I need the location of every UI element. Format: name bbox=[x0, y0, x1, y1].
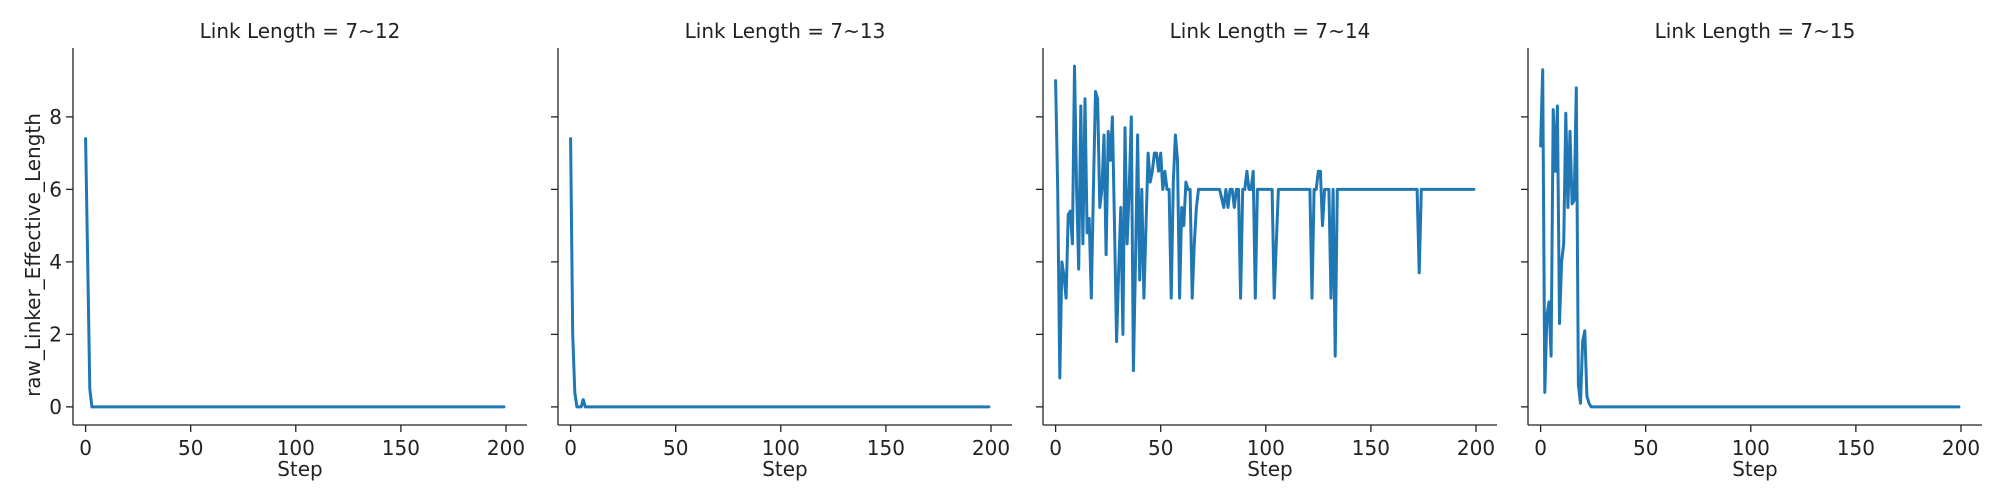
panel-title: Link Length = 7~14 bbox=[1170, 19, 1371, 43]
x-tick-label: 150 bbox=[867, 436, 905, 460]
series-line bbox=[1054, 64, 1476, 380]
y-axis-title: raw_Linker_Effective_Length bbox=[21, 113, 45, 397]
x-tick-label: 50 bbox=[178, 436, 203, 460]
plot-area: 0 50 100 150 200 bbox=[1521, 48, 1982, 460]
y-tick-label: 4 bbox=[49, 250, 62, 274]
x-axis-title: Step bbox=[1732, 457, 1778, 481]
series-line bbox=[1539, 68, 1961, 409]
panel-2: Link Length = 7~13 Step bbox=[685, 19, 886, 481]
x-tick-label: 150 bbox=[1352, 436, 1390, 460]
x-tick-label: 100 bbox=[1732, 436, 1770, 460]
plots-layer: 0 2 4 6 8 0 50 100 150 200 0 50 100 150 200 0 50 100 150 20… bbox=[49, 48, 1982, 460]
y-tick-label: 6 bbox=[49, 177, 62, 201]
panel-title: Link Length = 7~15 bbox=[1655, 19, 1856, 43]
series-line bbox=[84, 137, 506, 409]
x-tick-label: 100 bbox=[277, 436, 315, 460]
x-tick-label: 0 bbox=[564, 436, 577, 460]
x-axis-title: Step bbox=[762, 457, 808, 481]
x-tick-label: 100 bbox=[762, 436, 800, 460]
x-tick-label: 200 bbox=[487, 436, 525, 460]
y-tick-label: 0 bbox=[49, 395, 62, 419]
x-tick-label: 150 bbox=[382, 436, 420, 460]
x-axis-title: Step bbox=[1247, 457, 1293, 481]
plot-area: 0 2 4 6 8 0 50 100 150 200 bbox=[49, 48, 527, 460]
x-tick-label: 0 bbox=[1049, 436, 1062, 460]
x-tick-label: 50 bbox=[663, 436, 688, 460]
x-tick-label: 200 bbox=[1942, 436, 1980, 460]
panel-title: Link Length = 7~13 bbox=[685, 19, 886, 43]
x-tick-label: 0 bbox=[1534, 436, 1547, 460]
x-tick-label: 50 bbox=[1633, 436, 1658, 460]
series-line bbox=[569, 137, 991, 409]
x-tick-label: 200 bbox=[1457, 436, 1495, 460]
x-tick-label: 150 bbox=[1837, 436, 1875, 460]
x-tick-label: 0 bbox=[79, 436, 92, 460]
panel-1: Link Length = 7~12 Step bbox=[200, 19, 401, 481]
panel-4: Link Length = 7~15 Step bbox=[1655, 19, 1856, 481]
panel-title: Link Length = 7~12 bbox=[200, 19, 401, 43]
plot-area: 0 50 100 150 200 bbox=[551, 48, 1012, 460]
x-tick-label: 100 bbox=[1247, 436, 1285, 460]
panel-3: Link Length = 7~14 Step bbox=[1170, 19, 1371, 481]
plot-area: 0 50 100 150 200 bbox=[1036, 48, 1497, 460]
y-tick-label: 2 bbox=[49, 322, 62, 346]
x-tick-label: 200 bbox=[972, 436, 1010, 460]
x-tick-label: 50 bbox=[1148, 436, 1173, 460]
y-tick-label: 8 bbox=[49, 105, 62, 129]
x-axis-title: Step bbox=[277, 457, 323, 481]
